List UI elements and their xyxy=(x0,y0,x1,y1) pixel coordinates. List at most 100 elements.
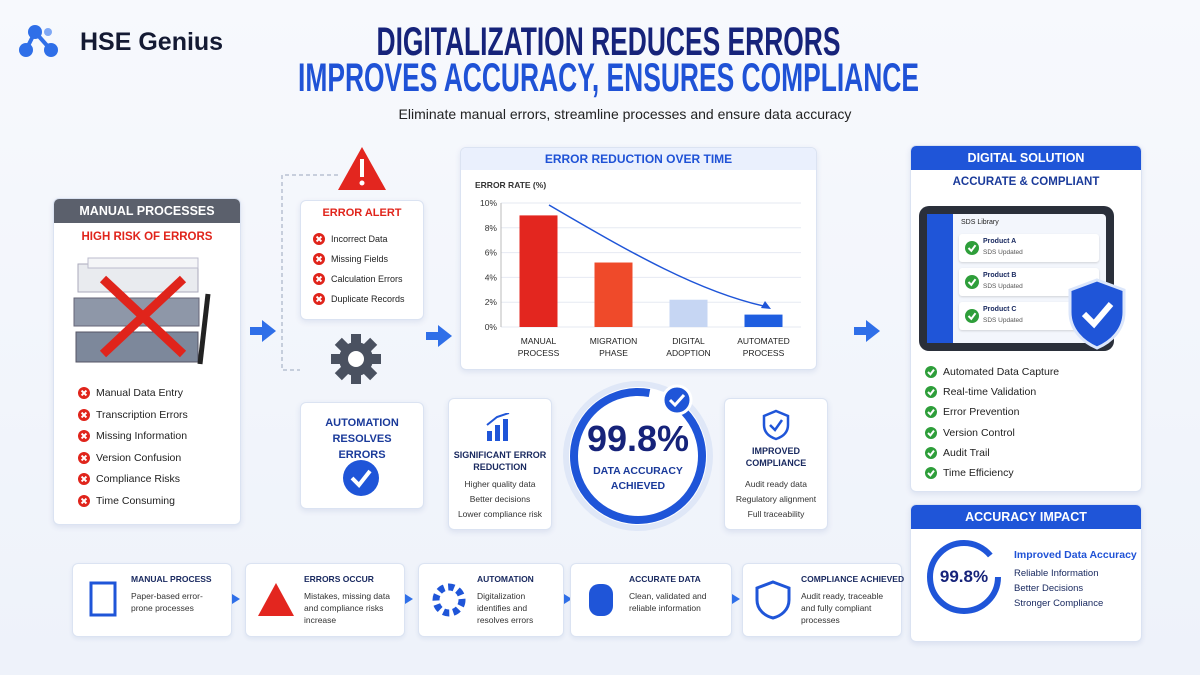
step-text: Audit ready, traceable and fully complia… xyxy=(801,591,884,625)
product-status: SDS Updated xyxy=(983,317,1023,324)
arrow xyxy=(426,325,452,347)
check-icon xyxy=(925,406,937,419)
list-item: Error Prevention xyxy=(943,406,1020,419)
y-tick-label: 10% xyxy=(480,198,497,208)
icon-mark xyxy=(927,409,935,417)
check-icon xyxy=(925,446,937,459)
list-item: Full traceability xyxy=(747,509,805,519)
list-item: Manual Data Entry xyxy=(96,387,183,399)
chart-title: ERROR REDUCTION OVER TIME xyxy=(461,148,816,170)
icon-shape xyxy=(589,584,613,616)
x-tick-label: MANUAL PROCESS xyxy=(517,336,560,358)
flow-step: ERRORS OCCUR Mistakes, missing data and c… xyxy=(245,563,405,637)
shield-badge xyxy=(1068,278,1126,350)
check-icon xyxy=(925,426,937,439)
x-icon xyxy=(78,494,90,507)
x-tick-label: MIGRATION PHASE xyxy=(589,336,638,358)
product-name: Product A xyxy=(983,238,1017,245)
x-icon xyxy=(78,451,90,464)
icon-mark xyxy=(80,497,88,504)
icon-mark xyxy=(80,389,88,397)
accuracy-label: DATA ACCURACY ACHIEVED xyxy=(593,465,683,492)
product-row: Product A SDS Updated xyxy=(959,234,1099,262)
list-item: Audit ready data xyxy=(745,479,807,489)
step-title: AUTOMATION xyxy=(477,574,534,584)
arrow xyxy=(854,320,880,342)
arrow xyxy=(250,320,276,342)
panel-subtitle: ACCURATE & COMPLIANT xyxy=(952,176,1100,188)
title-line1: DIGITALIZATION REDUCES ERRORS xyxy=(376,20,841,64)
flow-arrow xyxy=(564,594,572,604)
step-text: Clean, validated and reliable informatio… xyxy=(629,591,707,613)
y-tick-label: 2% xyxy=(485,297,498,307)
check-icon xyxy=(965,309,979,323)
icon-circle xyxy=(965,241,979,255)
flow-arrow xyxy=(405,594,413,604)
list-item: Automated Data Capture xyxy=(943,366,1060,378)
brand: HSE Genius xyxy=(80,28,224,56)
list-item: Regulatory alignment xyxy=(735,494,817,504)
paper-stack xyxy=(73,257,211,365)
icon-circle xyxy=(965,275,979,289)
check-icon xyxy=(925,386,937,399)
list-item: Time Consuming xyxy=(96,494,175,507)
tablet-sidebar xyxy=(927,214,953,343)
check-icon xyxy=(925,467,937,479)
digital-panel: DIGITAL SOLUTION ACCURATE & COMPLIANT SD… xyxy=(910,145,1142,492)
x-icon xyxy=(313,233,325,245)
y-tick-label: 8% xyxy=(485,223,498,233)
icon-mark xyxy=(80,454,88,461)
x-icon xyxy=(78,473,90,485)
impact-item: Improved Data Accuracy xyxy=(1014,549,1137,561)
impact-ring xyxy=(927,540,1001,614)
flow-arrow xyxy=(232,594,240,604)
step-icon xyxy=(89,581,117,617)
list-item: Version Confusion xyxy=(96,451,182,464)
accuracy-ring xyxy=(563,381,713,531)
icon-mark xyxy=(967,312,977,321)
stat-card: SIGNIFICANT ERROR REDUCTION Higher quali… xyxy=(448,398,552,530)
icon-mark xyxy=(967,244,977,253)
title-line2: IMPROVES ACCURACY, ENSURES COMPLIANCE xyxy=(298,56,919,100)
trend-line xyxy=(548,204,769,308)
impact-item: Reliable Information xyxy=(1014,568,1099,579)
panel-header: MANUAL PROCESSES xyxy=(54,199,240,223)
chart: 0% 2% 4% 6% 8% 10% xyxy=(480,198,801,332)
icon-shape xyxy=(755,580,791,620)
y-axis-label: ERROR RATE (%) xyxy=(475,180,547,190)
icon-circle xyxy=(965,309,979,323)
list-item: Audit Trail xyxy=(943,446,990,459)
panel-header: DIGITAL SOLUTION xyxy=(911,146,1141,170)
automation-title: AUTOMATION RESOLVES ERRORS xyxy=(325,417,399,461)
step-icon xyxy=(589,584,613,616)
icon-mark xyxy=(315,295,323,303)
step-text: Digitalization identifies and resolves e… xyxy=(477,591,534,625)
automation-box: AUTOMATION RESOLVES ERRORS xyxy=(300,402,424,509)
icon-shape xyxy=(89,581,117,617)
impact-value: 99.8% xyxy=(939,567,989,586)
impact-item: Stronger Compliance xyxy=(1014,598,1104,609)
icon-mark xyxy=(315,275,323,283)
list-item: Time Efficiency xyxy=(943,467,1014,479)
icon-shape xyxy=(258,583,294,616)
list-item: Version Control xyxy=(943,426,1015,439)
trend-arrowhead xyxy=(761,301,771,309)
list-item: Calculation Errors xyxy=(331,274,403,284)
bar xyxy=(519,215,558,327)
flow-step: COMPLIANCE ACHIEVED Audit ready, traceabl… xyxy=(742,563,904,637)
error-alert: ERROR ALERT Incorrect Data Missing Fields… xyxy=(300,200,424,320)
list-item: Compliance Risks xyxy=(96,473,181,485)
step-title: MANUAL PROCESS xyxy=(131,574,212,584)
product-status: SDS Updated xyxy=(983,249,1023,256)
accuracy-value: 99.8% xyxy=(586,418,690,459)
list-item: Lower compliance risk xyxy=(457,509,543,519)
icon-mark xyxy=(315,235,323,243)
stat-title: IMPROVED COMPLIANCE xyxy=(745,446,807,468)
icon-mark xyxy=(80,432,88,440)
x-tick-label: AUTOMATED PROCESS xyxy=(737,336,790,358)
list-item: Better decisions xyxy=(469,494,531,504)
x-icon xyxy=(313,253,325,265)
list-item: Real-time Validation xyxy=(943,386,1037,399)
